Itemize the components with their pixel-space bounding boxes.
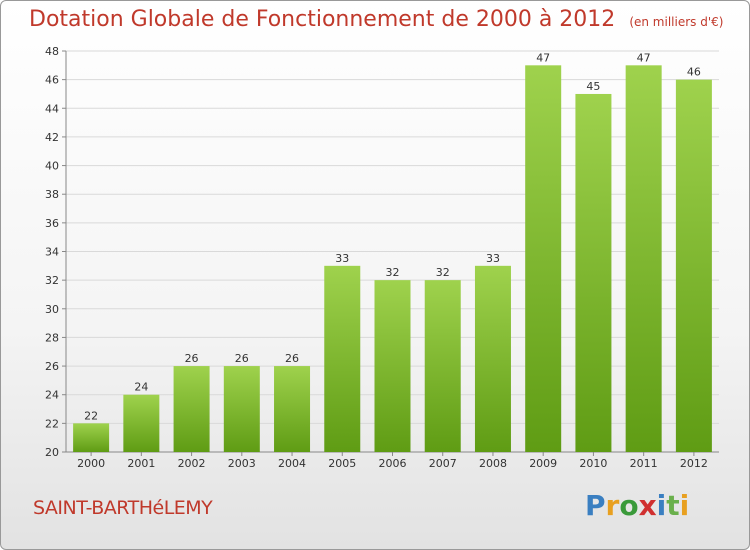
x-tick-label: 2004: [278, 457, 306, 470]
x-tick-label: 2001: [127, 457, 155, 470]
x-tick-label: 2006: [379, 457, 407, 470]
x-tick-label: 2008: [479, 457, 507, 470]
bar: [474, 265, 511, 452]
bar-value-label: 32: [386, 266, 400, 279]
x-tick-label: 2010: [579, 457, 607, 470]
logo-letter: x: [638, 489, 657, 522]
bar-value-label: 22: [84, 409, 98, 422]
logo-letter: r: [605, 489, 620, 522]
bar-value-label: 47: [637, 51, 651, 64]
y-tick-label: 22: [45, 417, 59, 430]
y-tick-label: 46: [45, 74, 59, 87]
y-tick-label: 24: [45, 389, 59, 402]
bar: [675, 79, 712, 453]
y-tick-label: 36: [45, 217, 59, 230]
y-tick-label: 44: [45, 102, 59, 115]
x-tick-label: 2012: [680, 457, 708, 470]
y-tick-label: 28: [45, 331, 59, 344]
x-tick-label: 2007: [429, 457, 457, 470]
bar-value-label: 47: [536, 51, 550, 64]
y-tick-label: 38: [45, 188, 59, 201]
y-tick-label: 48: [45, 45, 59, 58]
bar: [173, 366, 210, 452]
x-tick-label: 2005: [328, 457, 356, 470]
bar-value-label: 33: [486, 252, 500, 265]
y-tick-label: 42: [45, 131, 59, 144]
x-tick-label: 2009: [529, 457, 557, 470]
bar: [274, 366, 311, 452]
bar-value-label: 33: [335, 252, 349, 265]
y-tick-label: 30: [45, 303, 59, 316]
bar-value-label: 24: [134, 381, 148, 394]
logo-letter: t: [666, 489, 680, 522]
x-tick-label: 2002: [178, 457, 206, 470]
y-tick-label: 20: [45, 446, 59, 459]
proxiti-logo: Proxiti: [585, 489, 689, 522]
bar: [123, 394, 160, 452]
y-tick-label: 26: [45, 360, 59, 373]
bar: [424, 280, 461, 452]
bar: [575, 93, 612, 452]
logo-letter: i: [679, 489, 690, 522]
unit-label: (en milliers d'€): [629, 15, 724, 29]
bar: [525, 65, 562, 453]
bar: [374, 280, 411, 452]
bar: [625, 65, 662, 453]
x-tick-label: 2003: [228, 457, 256, 470]
bar-value-label: 26: [185, 352, 199, 365]
bar-value-label: 32: [436, 266, 450, 279]
bar-value-label: 26: [235, 352, 249, 365]
x-tick-label: 2011: [630, 457, 658, 470]
bar-value-label: 46: [687, 66, 701, 79]
bar: [223, 366, 260, 452]
commune-name: SAINT-BARTHéLEMY: [33, 497, 213, 519]
y-tick-label: 32: [45, 274, 59, 287]
bar-value-label: 26: [285, 352, 299, 365]
bar-value-label: 45: [586, 80, 600, 93]
bar: [324, 265, 361, 452]
chart-title: Dotation Globale de Fonctionnement de 20…: [29, 7, 724, 32]
logo-letter: P: [585, 489, 606, 522]
bar: [73, 423, 110, 452]
x-tick-label: 2000: [77, 457, 105, 470]
y-tick-label: 34: [45, 246, 59, 259]
logo-letter: i: [656, 489, 667, 522]
logo-letter: o: [619, 489, 639, 522]
y-tick-label: 40: [45, 160, 59, 173]
